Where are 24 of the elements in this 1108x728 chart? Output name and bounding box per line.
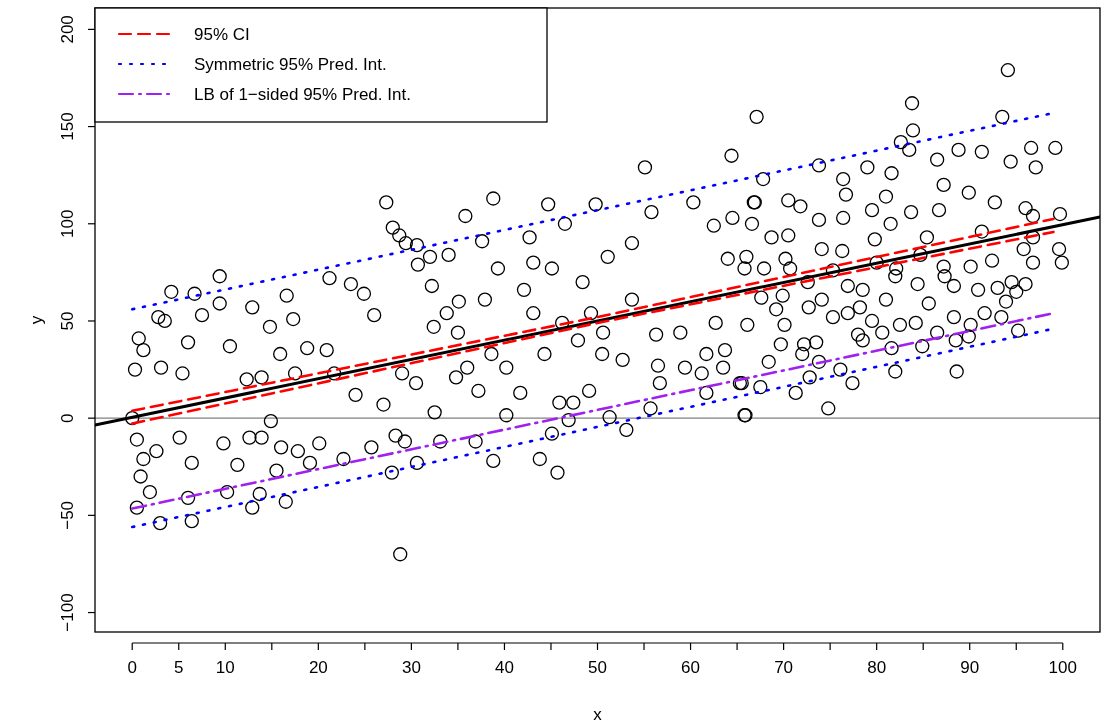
x-axis-title: x <box>593 705 603 724</box>
y-tick-label: 200 <box>58 15 77 44</box>
x-tick-label: 5 <box>174 658 184 677</box>
x-tick-label: 100 <box>1048 658 1077 677</box>
y-tick-label: −100 <box>58 593 77 632</box>
legend-label: LB of 1−sided 95% Pred. Int. <box>194 85 411 104</box>
y-axis-title: y <box>27 315 46 325</box>
legend-label: Symmetric 95% Pred. Int. <box>194 55 387 74</box>
y-tick-label: 150 <box>58 112 77 141</box>
x-tick-label: 70 <box>774 658 794 677</box>
x-tick-label: 40 <box>494 658 514 677</box>
x-tick-label: 90 <box>960 658 980 677</box>
x-tick-label: 0 <box>127 658 137 677</box>
x-tick-label: 80 <box>867 658 887 677</box>
x-tick-label: 20 <box>308 658 328 677</box>
y-tick-label: −50 <box>58 500 77 530</box>
legend-label: 95% CI <box>194 25 250 44</box>
y-tick-label: 100 <box>58 209 77 238</box>
x-tick-label: 30 <box>401 658 421 677</box>
x-tick-label: 60 <box>681 658 701 677</box>
y-tick-label: 50 <box>58 311 77 331</box>
y-tick-label: 0 <box>58 413 77 423</box>
x-tick-label: 10 <box>215 658 235 677</box>
x-tick-label: 50 <box>588 658 607 677</box>
